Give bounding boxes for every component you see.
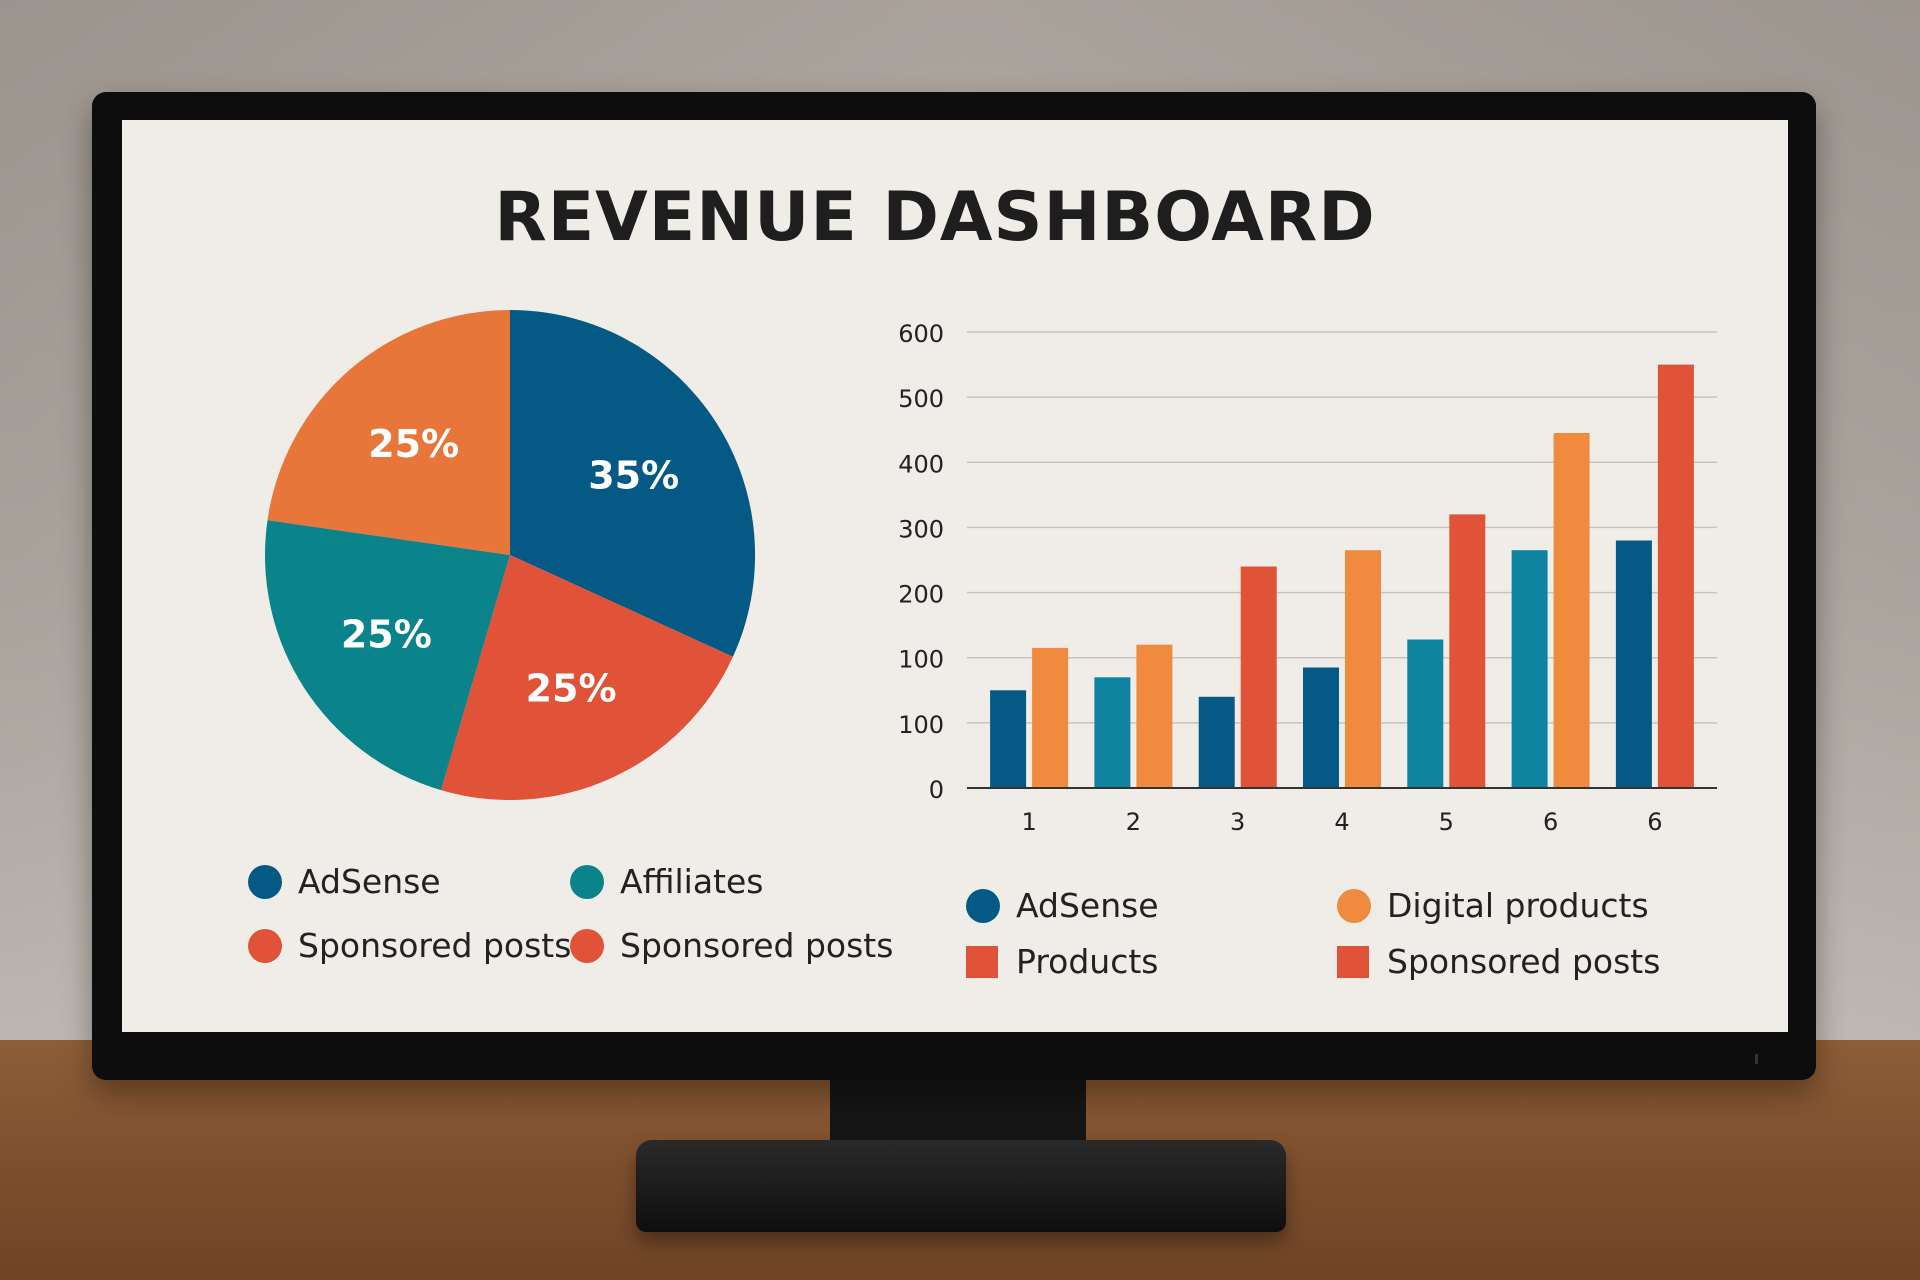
bar bbox=[1303, 667, 1339, 788]
bar bbox=[1094, 677, 1131, 788]
pie-legend-item-sponsored-1[interactable]: Sponsored posts bbox=[248, 926, 571, 965]
legend-label: AdSense bbox=[298, 862, 441, 901]
pie-legend-item-adsense[interactable]: AdSense bbox=[248, 862, 441, 901]
legend-label: Digital products bbox=[1387, 886, 1649, 925]
x-tick-label: 3 bbox=[1230, 808, 1245, 836]
pie-slice-label: 25% bbox=[341, 613, 432, 657]
x-tick-label: 6 bbox=[1647, 808, 1662, 836]
legend-marker bbox=[248, 928, 282, 963]
pie-slice bbox=[441, 555, 733, 801]
legend-label: Sponsored posts bbox=[620, 926, 894, 965]
x-tick-label: 6 bbox=[1543, 808, 1558, 836]
legend-label: AdSense bbox=[1016, 886, 1159, 925]
x-tick-label: 5 bbox=[1439, 808, 1454, 836]
x-tick-label: 4 bbox=[1334, 808, 1349, 836]
dashboard-title: REVENUE DASHBOARD bbox=[494, 178, 1376, 257]
legend-marker bbox=[570, 864, 604, 899]
pie-slice bbox=[264, 520, 510, 791]
pie-slice-label: 35% bbox=[588, 454, 679, 498]
dashboard-screen: REVENUE DASHBOARD 35% 25% 25% 25% 0 100 100 200… bbox=[122, 120, 1788, 1032]
bar bbox=[1407, 639, 1444, 788]
pie-legend-item-sponsored-2[interactable]: Sponsored posts bbox=[570, 926, 893, 965]
legend-label: Sponsored posts bbox=[298, 926, 572, 965]
legend-marker bbox=[248, 864, 282, 899]
charts-canvas: 35% 25% 25% 25% 0 100 100 200 300 400 500 600 1 2 3 4 5 6… bbox=[264, 310, 1717, 836]
y-tick-label: 300 bbox=[898, 515, 944, 543]
legend-marker bbox=[570, 928, 604, 963]
bar-legend-item-digital-products[interactable]: Digital products bbox=[1337, 886, 1649, 925]
x-tick-label: 2 bbox=[1126, 808, 1141, 836]
bar-legend-item-sponsored-posts[interactable]: Sponsored posts bbox=[1337, 942, 1660, 981]
bar bbox=[1032, 647, 1069, 788]
y-tick-label: 600 bbox=[898, 320, 944, 348]
legend-label: Products bbox=[1016, 942, 1159, 981]
pie-slice-label: 25% bbox=[526, 667, 617, 711]
bar bbox=[1511, 550, 1548, 788]
pie-slice-label: 25% bbox=[368, 422, 459, 466]
y-tick-label: 400 bbox=[898, 450, 944, 478]
legend-marker bbox=[966, 888, 1000, 923]
bar-legend-item-adsense[interactable]: AdSense bbox=[966, 886, 1159, 925]
bar bbox=[1240, 566, 1277, 788]
legend-marker bbox=[966, 945, 998, 978]
bar-legend-item-products[interactable]: Products bbox=[966, 942, 1159, 981]
power-indicator bbox=[1755, 1054, 1758, 1064]
bar bbox=[1345, 550, 1381, 788]
legend-label: Sponsored posts bbox=[1387, 942, 1661, 981]
legend-marker bbox=[1337, 945, 1369, 978]
pie-legend-item-affiliates[interactable]: Affiliates bbox=[570, 862, 763, 901]
monitor-stand-base bbox=[636, 1140, 1286, 1232]
y-tick-label: 500 bbox=[898, 385, 944, 413]
bar bbox=[1553, 433, 1590, 788]
legend-label: Affiliates bbox=[620, 862, 764, 901]
bar bbox=[1136, 644, 1173, 788]
y-tick-label: 0 bbox=[929, 776, 944, 804]
bar bbox=[1657, 364, 1694, 788]
y-tick-label: 100 bbox=[898, 646, 944, 674]
bar bbox=[1198, 696, 1235, 788]
bar bbox=[1449, 514, 1486, 788]
pie-slice bbox=[510, 310, 756, 657]
y-tick-label: 100 bbox=[898, 711, 944, 739]
legend-marker bbox=[1337, 888, 1371, 923]
bar bbox=[1615, 540, 1652, 788]
bar bbox=[990, 690, 1027, 788]
y-tick-label: 200 bbox=[898, 581, 944, 609]
x-tick-label: 1 bbox=[1021, 808, 1036, 836]
pie-slice bbox=[267, 310, 510, 555]
